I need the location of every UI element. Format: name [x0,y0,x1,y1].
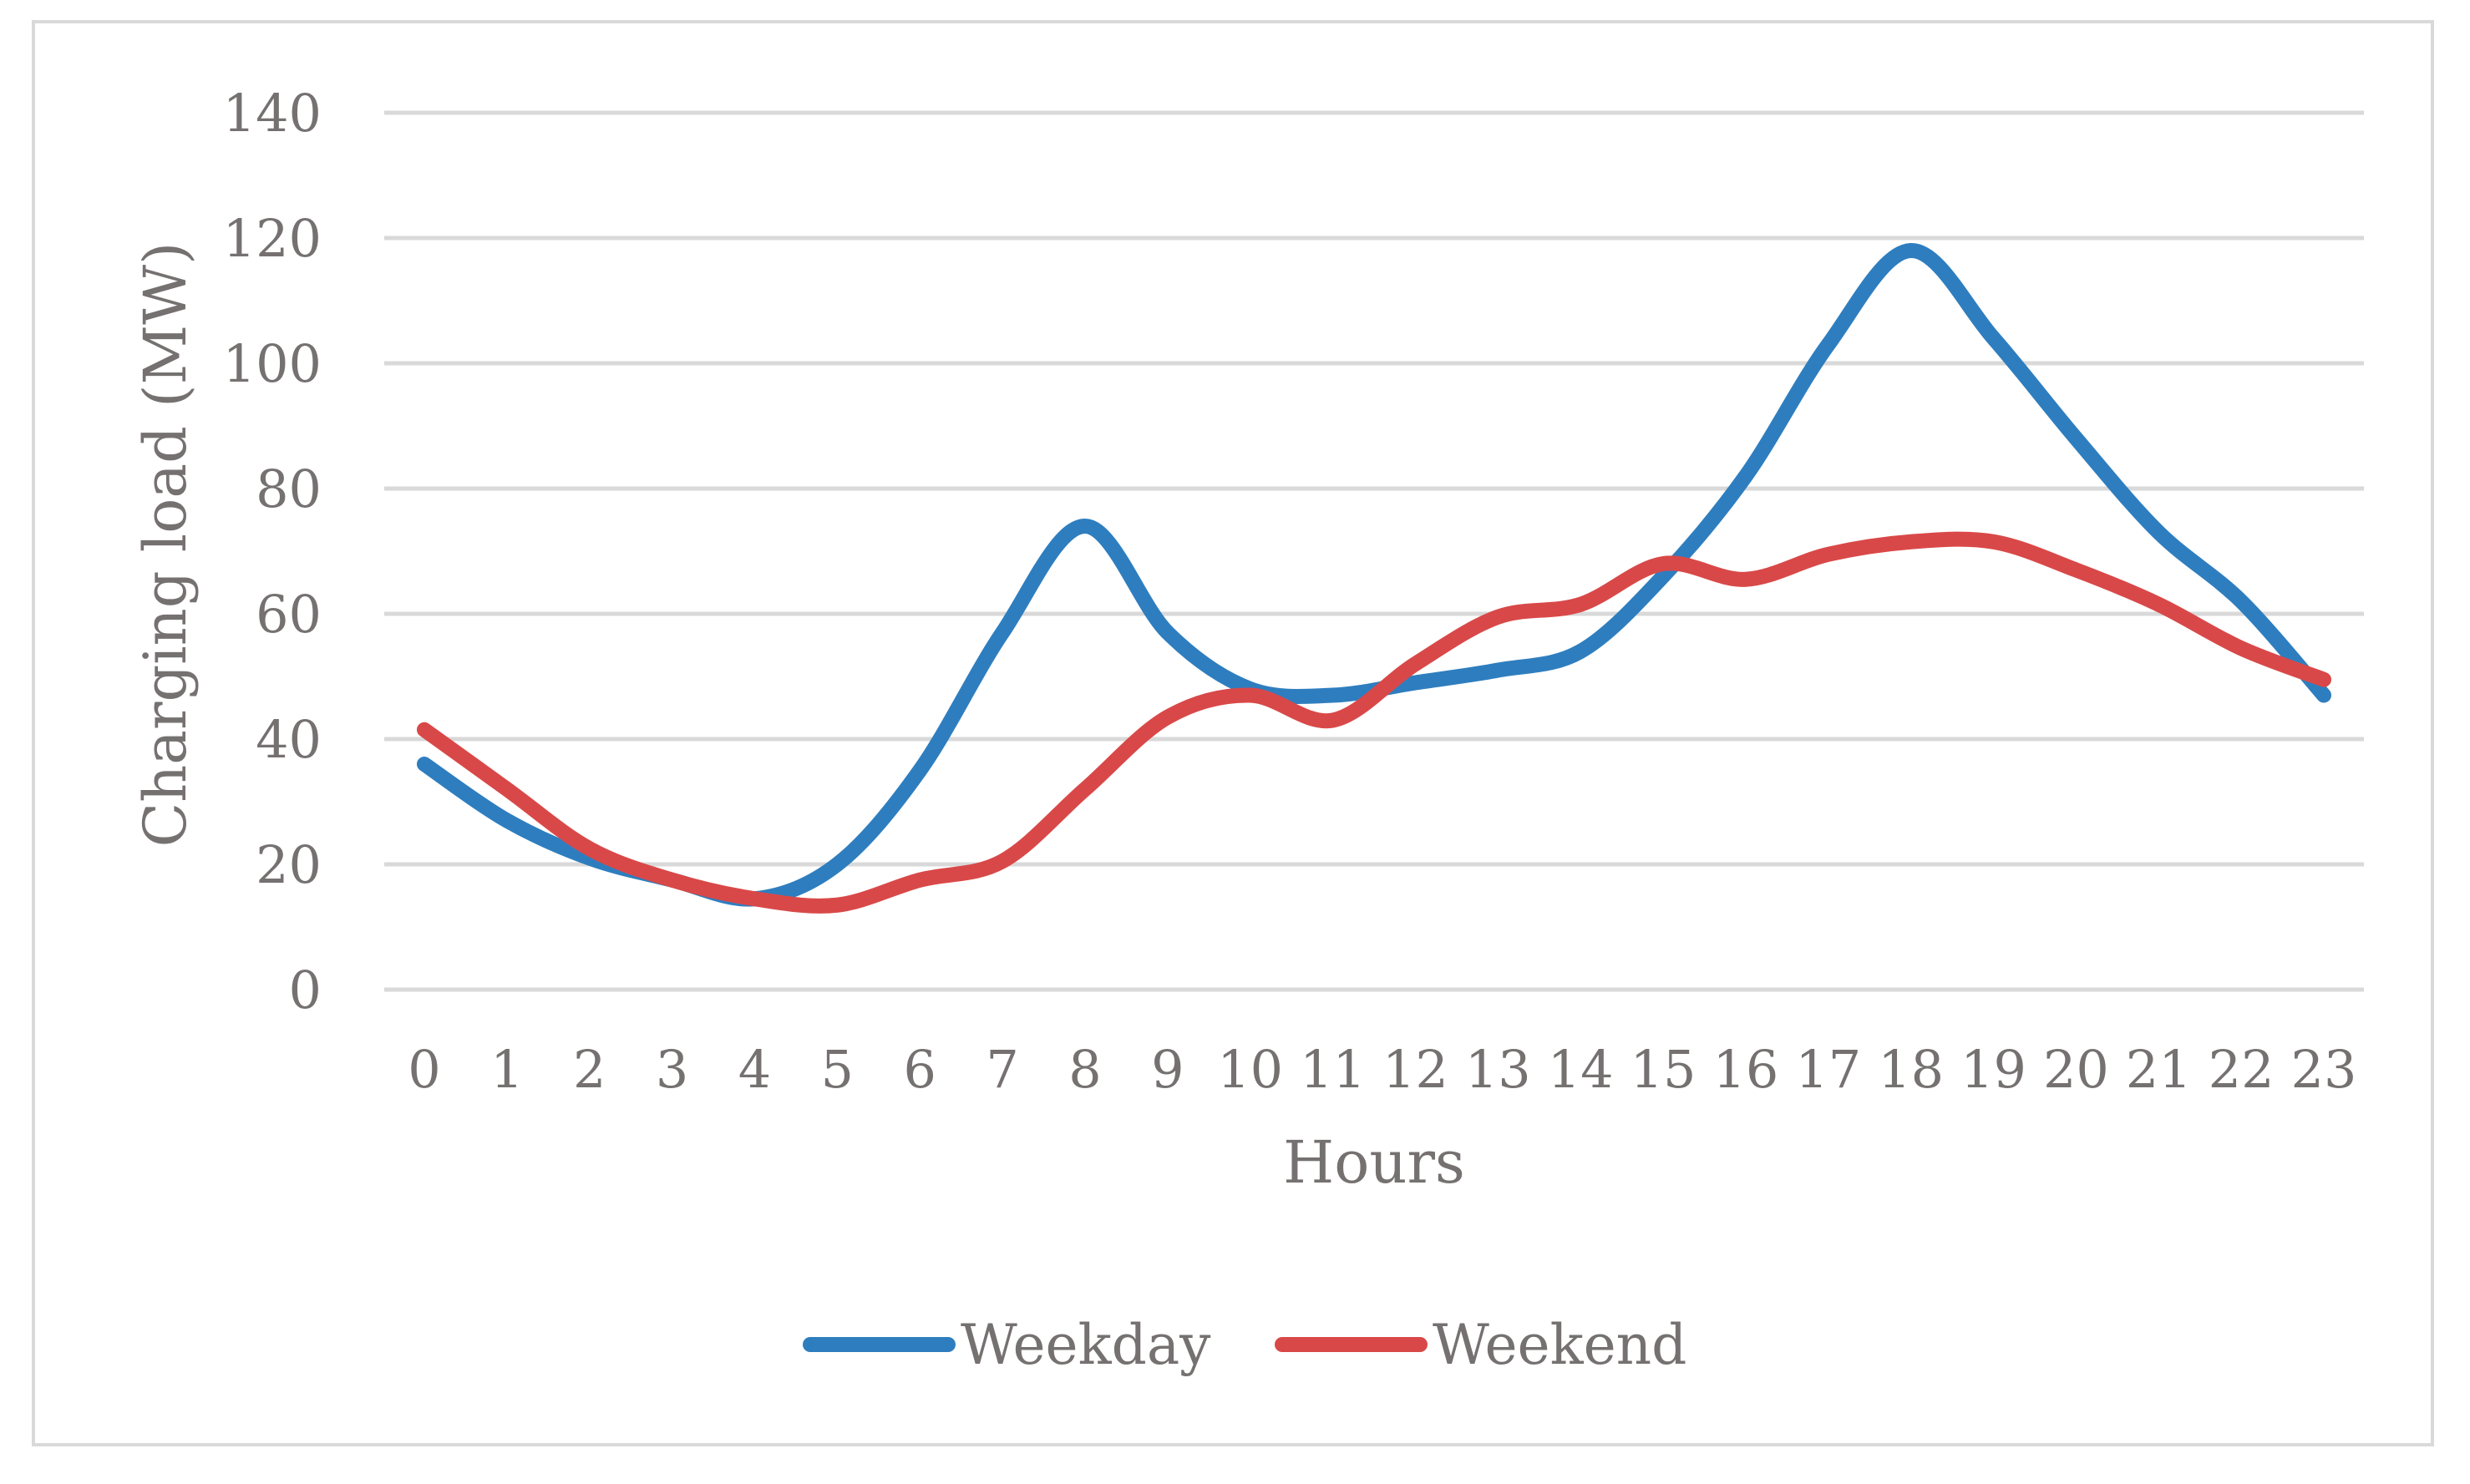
x-tick-label: 3 [656,1039,688,1100]
x-tick-label: 1 [490,1039,523,1100]
x-tick-label: 22 [2209,1039,2275,1100]
y-tick-labels: 0 20 40 60 80 100 120 140 [223,83,322,1021]
x-tick-label: 13 [1465,1039,1531,1100]
legend-label-weekend: Weekend [1433,1313,1686,1377]
x-tick-label: 23 [2291,1039,2357,1100]
x-tick-label: 21 [2126,1039,2192,1100]
y-tick-label: 0 [289,960,322,1021]
y-tick-label: 60 [256,584,322,645]
x-axis-title: Hours [1283,1128,1465,1197]
y-tick-label: 140 [223,83,322,144]
x-tick-label: 17 [1795,1039,1861,1100]
legend-label-weekday: Weekday [961,1313,1211,1377]
x-tick-label: 16 [1712,1039,1778,1100]
gridlines [384,110,2364,992]
x-tick-label: 0 [408,1039,440,1100]
x-tick-label: 4 [738,1039,771,1100]
x-tick-label: 15 [1631,1039,1697,1100]
y-axis-title: Charging load (MW) [131,242,200,848]
x-tick-label: 12 [1382,1039,1448,1100]
x-tick-label: 19 [1960,1039,2026,1100]
x-tick-label: 10 [1217,1039,1283,1100]
x-tick-label: 2 [573,1039,606,1100]
y-tick-label: 20 [256,834,322,895]
y-tick-label: 80 [256,458,322,519]
series-line-weekday [417,243,2331,907]
y-tick-label: 40 [256,709,322,770]
x-tick-label: 7 [986,1039,1018,1100]
x-tick-label: 5 [821,1039,854,1100]
x-tick-label: 8 [1068,1039,1101,1100]
y-tick-label: 120 [223,208,322,269]
y-tick-label: 100 [223,333,322,394]
series-line-weekend [417,531,2331,914]
x-tick-label: 20 [2043,1039,2109,1100]
x-tick-labels: 0 1 2 3 4 5 6 7 8 9 10 11 12 13 14 15 16 17 18 19 20 21 22 23 [408,1039,2356,1100]
x-tick-label: 14 [1548,1039,1614,1100]
legend: Weekday Weekend [803,1313,1686,1377]
x-tick-label: 6 [903,1039,936,1100]
x-tick-label: 18 [1878,1039,1944,1100]
x-tick-label: 11 [1300,1039,1366,1100]
series-lines [417,243,2331,914]
x-tick-label: 9 [1151,1039,1184,1100]
